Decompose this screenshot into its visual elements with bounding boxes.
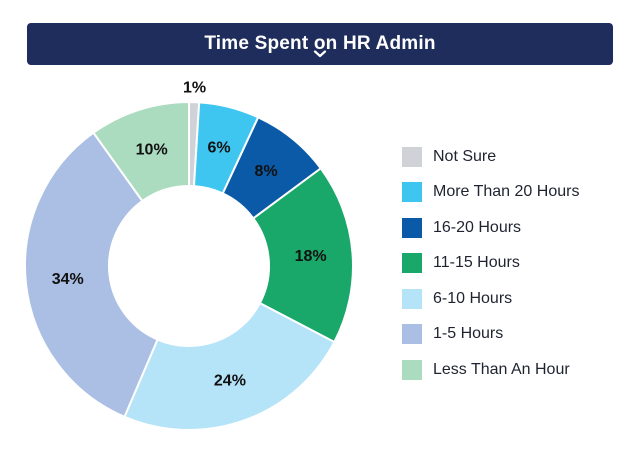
legend-swatch xyxy=(402,359,422,380)
legend-item-1-5-hours: 1-5 Hours xyxy=(402,317,579,353)
data-label-16-20-hours: 8% xyxy=(255,163,278,180)
legend-item-6-10-hours: 6-10 Hours xyxy=(402,281,579,317)
chevron-down-icon xyxy=(313,50,327,58)
legend-label: 11-15 Hours xyxy=(433,254,520,272)
legend-swatch xyxy=(402,253,422,274)
data-label-less-than-an-hour: 10% xyxy=(136,141,168,158)
data-label-11-15-hours: 18% xyxy=(295,248,327,265)
legend-item-not-sure: Not Sure xyxy=(402,139,579,175)
donut-slice-less-than-an-hour xyxy=(92,100,190,203)
legend-swatch xyxy=(402,217,422,238)
chart-title: Time Spent on HR Admin xyxy=(204,33,436,54)
legend-item-less-than-an-hour: Less Than An Hour xyxy=(402,352,579,388)
data-label-1-5-hours: 34% xyxy=(52,271,84,288)
data-label-not-sure: 1% xyxy=(183,80,206,97)
legend-item-more-than-20-hours: More Than 20 Hours xyxy=(402,175,579,211)
donut-slice-11-15-hours xyxy=(251,166,354,344)
donut-chart: 1% 6% 8% 18% 24% 34% 10% xyxy=(24,80,354,431)
legend-swatch xyxy=(402,288,422,309)
legend-item-11-15-hours: 11-15 Hours xyxy=(402,246,579,282)
legend-label: 6-10 Hours xyxy=(433,289,513,307)
data-label-more-than-20-hours: 6% xyxy=(207,139,230,156)
donut-slice-6-10-hours xyxy=(123,301,336,431)
donut-slices xyxy=(24,100,354,431)
legend-label: 1-5 Hours xyxy=(433,325,504,343)
chart-legend: Not Sure More Than 20 Hours 16-20 Hours 11-… xyxy=(402,139,579,388)
legend-swatch xyxy=(402,146,422,167)
legend-swatch xyxy=(402,182,422,203)
legend-swatch xyxy=(402,324,422,345)
legend-label: More Than 20 Hours xyxy=(433,183,580,201)
donut-data-labels: 1% 6% 8% 18% 24% 34% 10% xyxy=(52,80,327,390)
legend-item-16-20-hours: 16-20 Hours xyxy=(402,210,579,246)
data-label-6-10-hours: 24% xyxy=(214,372,246,389)
legend-label: Not Sure xyxy=(433,147,497,165)
legend-label: Less Than An Hour xyxy=(433,360,570,378)
chart-title-bar: Time Spent on HR Admin xyxy=(27,23,613,65)
donut-slice-1-5-hours xyxy=(24,131,159,419)
legend-label: 16-20 Hours xyxy=(433,218,522,236)
